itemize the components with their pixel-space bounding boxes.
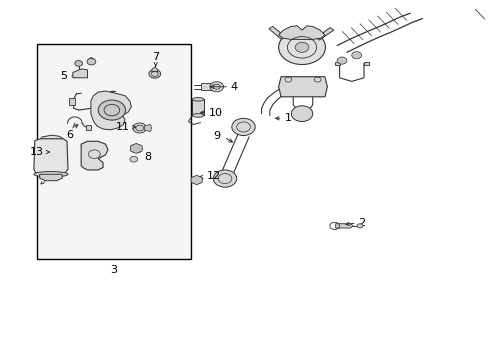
- Ellipse shape: [34, 172, 68, 177]
- Text: 9: 9: [213, 131, 220, 141]
- Text: 6: 6: [66, 130, 73, 140]
- Circle shape: [209, 82, 223, 92]
- Polygon shape: [316, 28, 333, 40]
- Text: 4: 4: [230, 82, 238, 92]
- Circle shape: [295, 42, 308, 52]
- Ellipse shape: [192, 114, 203, 117]
- Polygon shape: [34, 139, 68, 175]
- Circle shape: [130, 144, 142, 153]
- Circle shape: [98, 100, 125, 120]
- Polygon shape: [91, 91, 131, 130]
- Circle shape: [149, 69, 160, 78]
- Circle shape: [75, 60, 82, 66]
- Circle shape: [278, 30, 325, 64]
- Polygon shape: [191, 175, 202, 185]
- Polygon shape: [200, 83, 212, 90]
- Polygon shape: [40, 174, 62, 181]
- Circle shape: [351, 51, 361, 59]
- Circle shape: [291, 106, 312, 122]
- Circle shape: [130, 156, 138, 162]
- Polygon shape: [152, 67, 158, 72]
- Polygon shape: [363, 62, 368, 65]
- Polygon shape: [278, 77, 327, 97]
- Polygon shape: [335, 224, 352, 228]
- Polygon shape: [69, 98, 75, 105]
- Text: 11: 11: [115, 122, 129, 132]
- Text: 2: 2: [358, 218, 365, 228]
- Polygon shape: [144, 125, 152, 132]
- Polygon shape: [278, 26, 325, 40]
- Polygon shape: [192, 99, 203, 116]
- Polygon shape: [130, 143, 142, 153]
- Polygon shape: [41, 135, 63, 143]
- Circle shape: [213, 170, 236, 187]
- Circle shape: [191, 176, 202, 184]
- Text: 1: 1: [285, 113, 291, 123]
- Ellipse shape: [192, 98, 203, 101]
- Text: 5: 5: [60, 71, 67, 81]
- Text: 8: 8: [144, 152, 151, 162]
- Bar: [37, 44, 190, 259]
- Polygon shape: [81, 141, 108, 170]
- Text: 10: 10: [208, 108, 223, 118]
- Text: 12: 12: [206, 171, 220, 181]
- Text: 3: 3: [110, 265, 117, 275]
- Circle shape: [87, 58, 96, 65]
- Circle shape: [133, 123, 146, 133]
- Text: 13: 13: [30, 147, 43, 157]
- Polygon shape: [268, 27, 285, 40]
- Polygon shape: [73, 69, 87, 78]
- Polygon shape: [334, 62, 339, 65]
- Text: 7: 7: [152, 52, 159, 62]
- Circle shape: [336, 57, 346, 64]
- Circle shape: [231, 118, 255, 135]
- Polygon shape: [86, 126, 91, 130]
- Circle shape: [356, 224, 362, 228]
